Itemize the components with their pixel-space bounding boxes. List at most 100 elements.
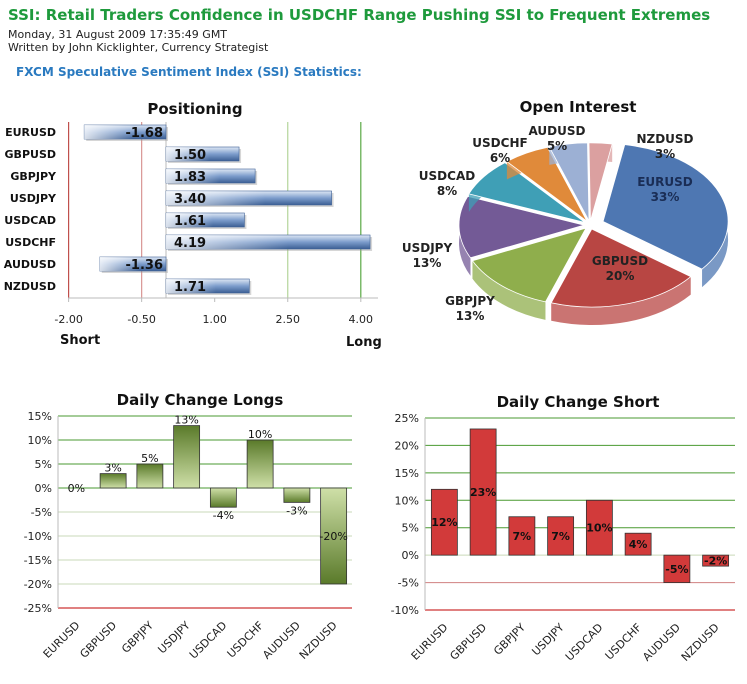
pie-value-label: 8% xyxy=(437,184,457,198)
pie-category-label: USDCHF xyxy=(472,136,527,150)
x-tick-label: 2.50 xyxy=(276,313,301,326)
y-tick-label: -10% xyxy=(391,604,419,617)
value-label: 12% xyxy=(431,516,457,529)
x-tick-label: 4.00 xyxy=(349,313,374,326)
bar-highlight xyxy=(84,125,166,139)
y-tick-label: -10% xyxy=(24,530,52,543)
pie-category-label: GBPJPY xyxy=(445,294,495,308)
value-label: -5% xyxy=(665,563,688,576)
bar xyxy=(547,516,575,556)
category-label: USDJPY xyxy=(10,192,57,205)
value-label: 1.71 xyxy=(174,280,206,295)
bar-highlight xyxy=(166,279,250,293)
value-label: 7% xyxy=(513,530,532,543)
bar-highlight xyxy=(166,191,332,205)
article-title: SSI: Retail Traders Confidence in USDCHF… xyxy=(8,6,711,24)
value-label: 0% xyxy=(68,482,85,495)
pie-slice xyxy=(548,142,590,222)
y-tick-label: 15% xyxy=(28,410,52,423)
article-author: Written by John Kicklighter, Currency St… xyxy=(8,41,269,54)
category-label: AUDUSD xyxy=(4,258,56,271)
value-label: -4% xyxy=(213,509,234,522)
section-heading: FXCM Speculative Sentiment Index (SSI) S… xyxy=(16,65,362,79)
y-tick-label: -25% xyxy=(24,602,52,615)
value-label: -3% xyxy=(286,504,307,517)
value-label: 1.50 xyxy=(174,148,206,163)
y-tick-label: 20% xyxy=(395,439,419,452)
long-label: Long xyxy=(346,335,382,350)
pie-category-label: EURUSD xyxy=(637,175,693,189)
value-label: 3% xyxy=(104,462,121,475)
pie-category-label: GBPUSD xyxy=(592,254,648,268)
bar xyxy=(99,473,127,489)
category-label: USDCAD xyxy=(563,621,606,664)
open-interest-title: Open Interest xyxy=(520,98,637,116)
y-tick-label: 5% xyxy=(35,458,52,471)
category-label: GBPJPY xyxy=(10,170,57,183)
bar xyxy=(320,487,348,585)
category-label: EURUSD xyxy=(41,619,83,661)
pie-slice xyxy=(471,227,587,303)
category-label: USDCHF xyxy=(225,619,267,661)
y-tick-label: 15% xyxy=(395,467,419,480)
category-label: AUDUSD xyxy=(260,619,303,662)
value-label: 7% xyxy=(551,530,570,543)
value-label: 4% xyxy=(629,538,648,551)
y-tick-label: -5% xyxy=(31,506,52,519)
category-label: USDCAD xyxy=(4,214,56,227)
pie-value-label: 6% xyxy=(490,151,510,165)
value-label: -20% xyxy=(319,530,347,543)
bar-highlight xyxy=(166,235,371,249)
short-label: Short xyxy=(60,333,100,348)
y-tick-label: 25% xyxy=(395,412,419,425)
x-tick-label: -2.00 xyxy=(54,313,82,326)
bar xyxy=(136,463,164,489)
category-label: EURUSD xyxy=(5,126,56,139)
category-label: USDCHF xyxy=(603,621,645,663)
value-label: 10% xyxy=(586,522,612,535)
article-date: Monday, 31 August 2009 17:35:49 GMT xyxy=(8,28,228,41)
category-label: USDCHF xyxy=(5,236,56,249)
pie-category-label: USDCAD xyxy=(419,169,475,183)
pie-category-label: NZDUSD xyxy=(636,132,693,146)
pie-slice xyxy=(506,146,588,222)
value-label: 23% xyxy=(470,486,496,499)
bar xyxy=(469,428,497,556)
bar xyxy=(283,487,311,503)
y-tick-label: 0% xyxy=(402,549,419,562)
pie-value-label: 13% xyxy=(413,256,442,270)
bar-highlight xyxy=(166,169,256,183)
category-label: NZDUSD xyxy=(679,621,722,664)
bar xyxy=(702,554,730,567)
value-label: 10% xyxy=(248,428,272,441)
category-label: GBPUSD xyxy=(447,621,489,663)
pie-slice-side xyxy=(472,260,546,320)
pie-slice xyxy=(550,228,692,308)
pie-slice xyxy=(458,195,586,259)
pie-value-label: 33% xyxy=(651,190,680,204)
value-label: -1.68 xyxy=(126,126,163,141)
pie-value-label: 5% xyxy=(547,139,567,153)
y-tick-label: 10% xyxy=(28,434,52,447)
y-tick-label: -20% xyxy=(24,578,52,591)
pie-value-label: 13% xyxy=(456,309,485,323)
bar-highlight xyxy=(166,213,245,227)
bar-highlight xyxy=(99,257,166,271)
bar xyxy=(585,499,613,556)
y-tick-label: 10% xyxy=(395,494,419,507)
category-label: USDCAD xyxy=(187,619,230,662)
bar-highlight xyxy=(166,147,240,161)
bar xyxy=(209,487,237,508)
value-label: 1.83 xyxy=(174,170,206,185)
category-label: AUDUSD xyxy=(640,621,683,664)
category-label: NZDUSD xyxy=(4,280,56,293)
category-label: GBPUSD xyxy=(5,148,56,161)
bar xyxy=(246,439,274,489)
category-label: GBPUSD xyxy=(77,619,119,661)
category-label: NZDUSD xyxy=(297,619,340,662)
value-label: 1.61 xyxy=(174,214,206,229)
bar xyxy=(624,532,652,556)
value-label: 3.40 xyxy=(174,192,206,207)
pie-slice xyxy=(602,144,729,270)
